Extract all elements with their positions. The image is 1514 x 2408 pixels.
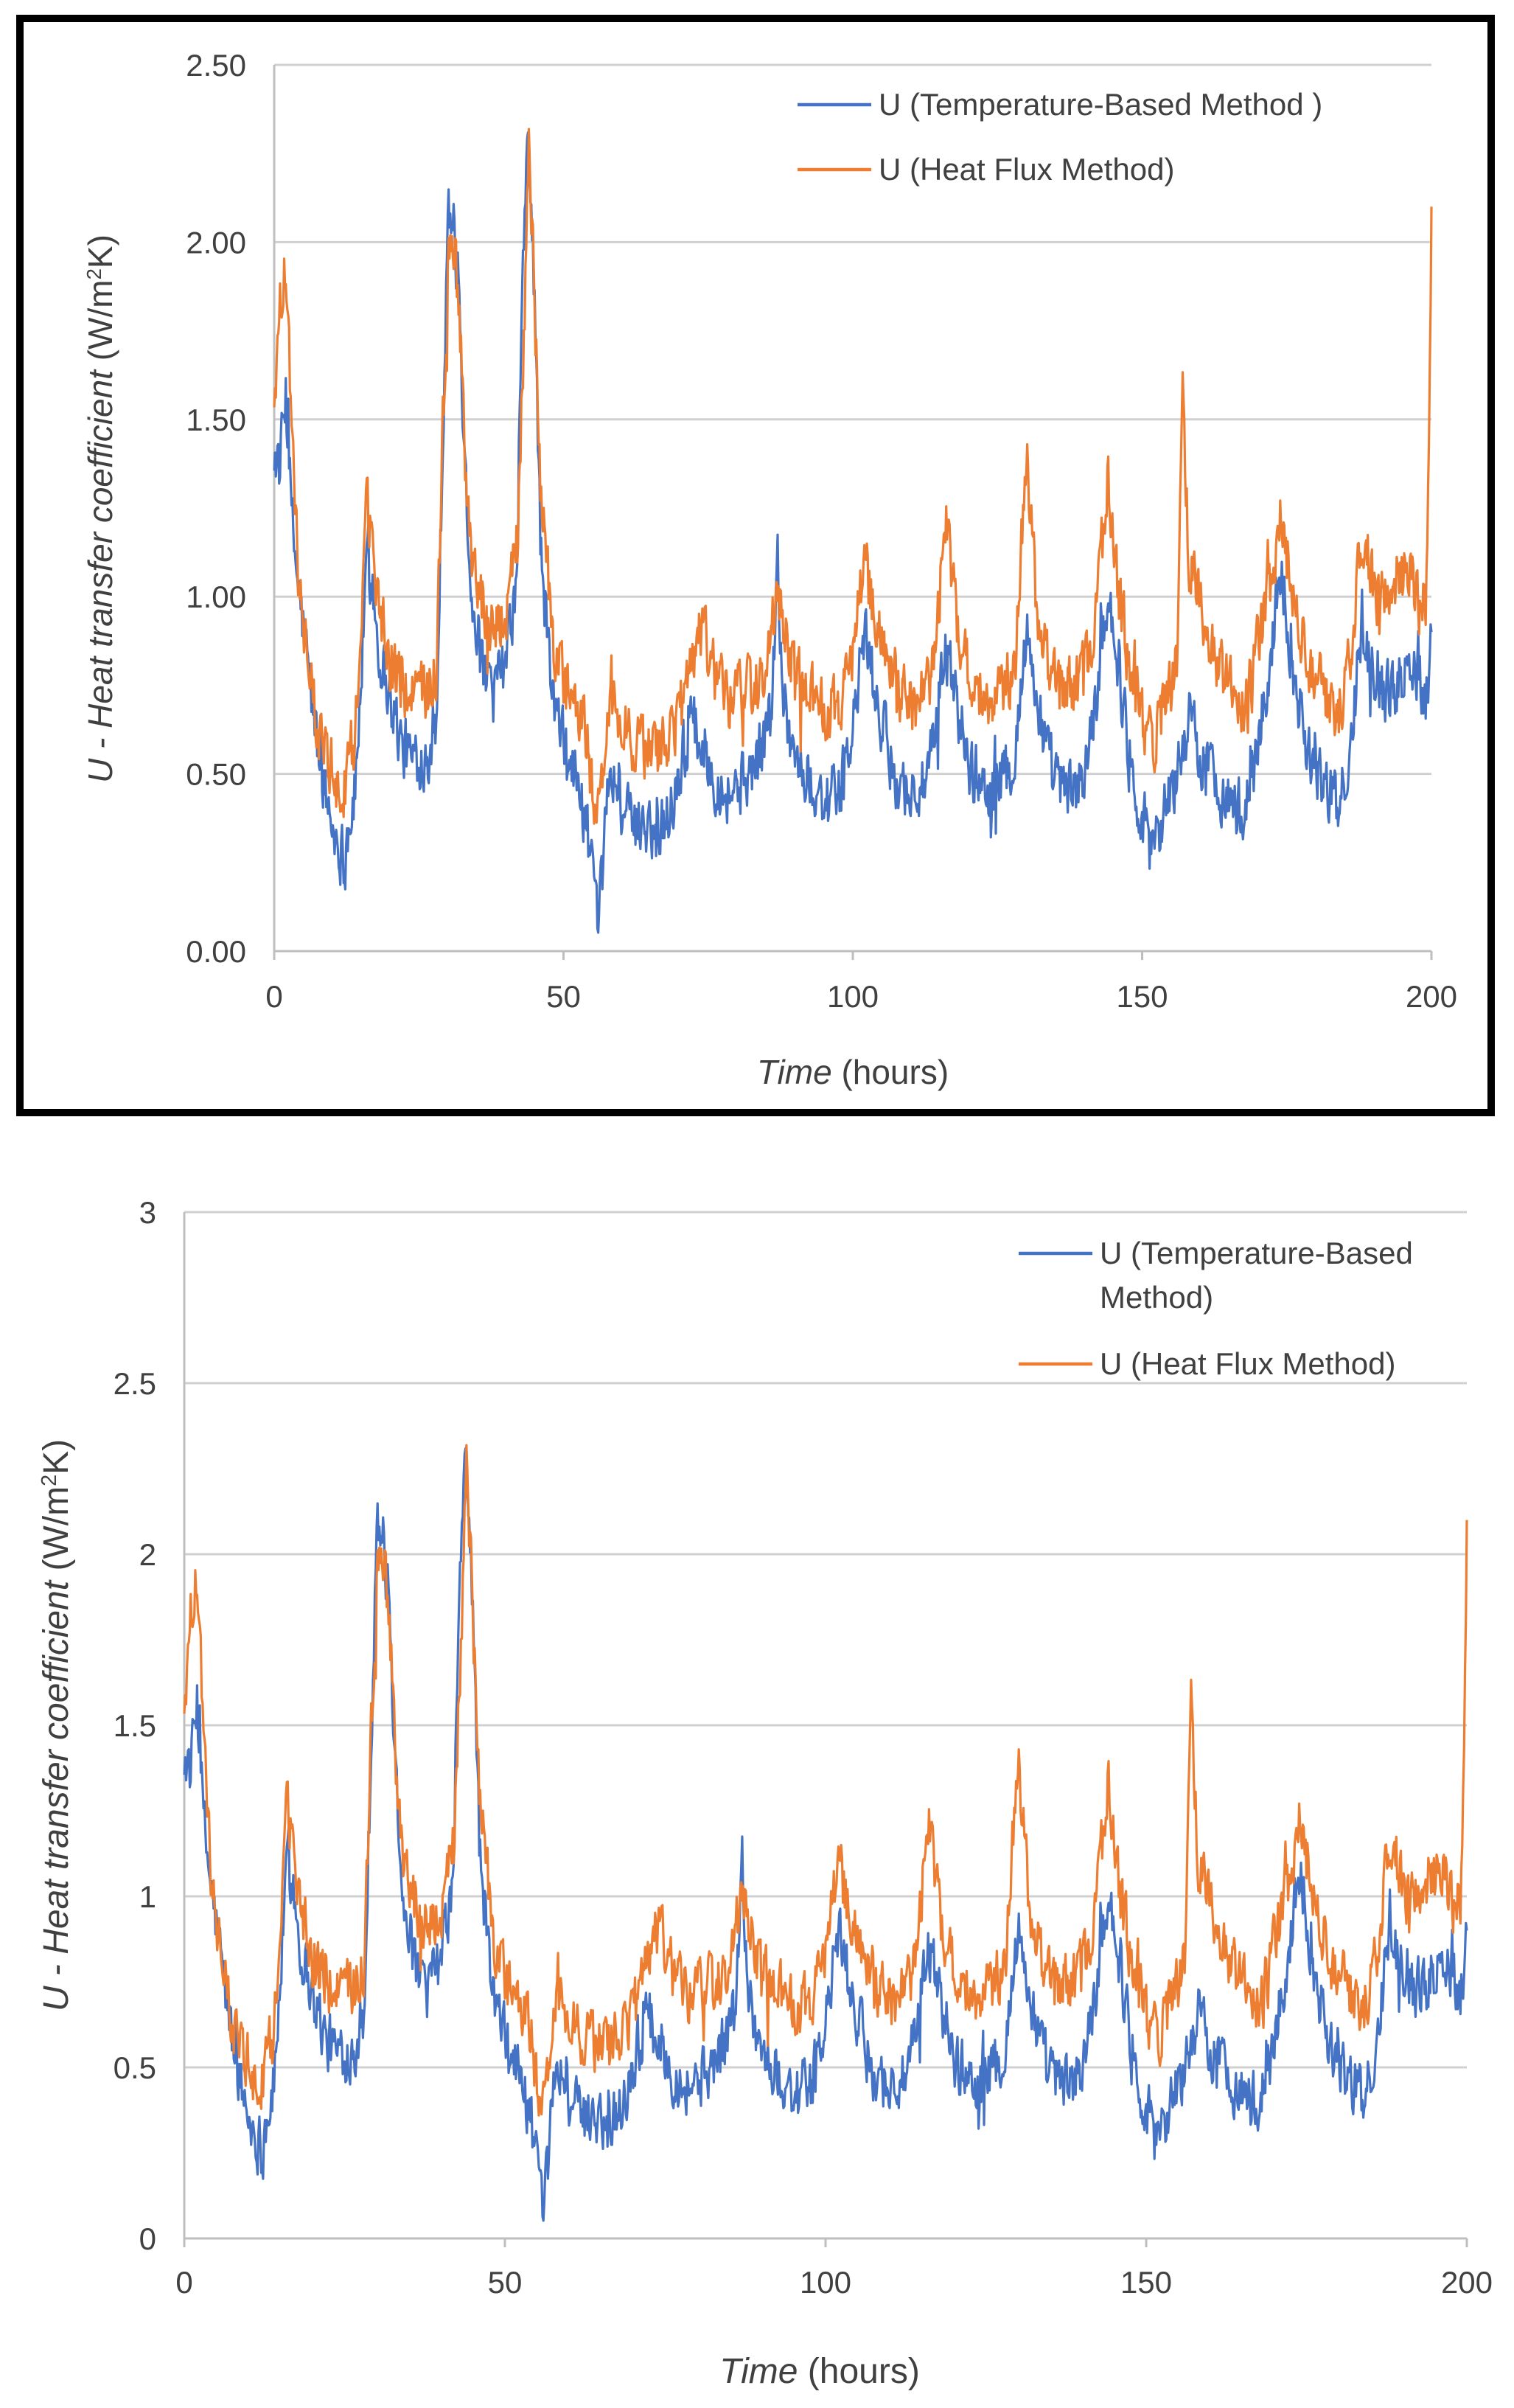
legend-temperature-based-label: U (Temperature-Based [1100, 1236, 1413, 1270]
series-line-heat-flux [273, 128, 1433, 825]
x-tick-label: 150 [1120, 2265, 1172, 2300]
y-tick-label: 1 [139, 1879, 156, 1914]
x-tick-label: 100 [827, 979, 879, 1014]
y-axis-label: U - Heat transfer coefficient (W/m2K) [37, 1439, 76, 2011]
chart-panel-top: 0.00 0.50 1.00 1.50 2.00 2.50 0 50 100 150 200 Time… [16, 15, 1495, 1116]
series-line-temperature-based [183, 1446, 1468, 2222]
y-tick-label: 3 [139, 1195, 156, 1230]
y-tick-label: 1.5 [114, 1708, 156, 1743]
x-tick-label: 50 [546, 979, 581, 1014]
legend-temperature-based-label-line2: Method) [1100, 1280, 1213, 1315]
legend-heat-flux-label: U (Heat Flux Method) [1100, 1346, 1395, 1381]
legend-temperature-based-label: U (Temperature-Based Method ) [879, 87, 1322, 122]
y-tick-label: 0.5 [114, 2050, 156, 2085]
y-tick-label: 0.00 [186, 934, 246, 969]
series-line-temperature-based [273, 130, 1433, 934]
y-tick-label: 0.50 [186, 757, 246, 792]
y-tick-label: 2 [139, 1537, 156, 1572]
x-tick-label: 0 [265, 979, 282, 1014]
series-line-heat-flux [183, 1444, 1468, 2117]
x-tick-label: 100 [800, 2265, 851, 2300]
y-tick-label: 2.00 [186, 225, 246, 260]
x-tick-label: 150 [1116, 979, 1168, 1014]
chart-panel-bottom: 0 0.5 1 1.5 2 2.5 3 0 50 100 150 200 Time (hours) U -… [0, 1150, 1514, 2408]
chart-top: 0.00 0.50 1.00 1.50 2.00 2.50 0 50 100 150 200 Time… [81, 48, 1457, 1091]
x-axis-label: Time (hours) [719, 2352, 920, 2391]
y-tick-label: 2.5 [114, 1366, 156, 1401]
x-tick-label: 0 [175, 2265, 192, 2300]
y-axis-label: U - Heat transfer coefficient (W/m2K) [81, 234, 119, 783]
x-tick-label: 200 [1441, 2265, 1493, 2300]
y-tick-label: 2.50 [186, 48, 246, 83]
x-axis-label: Time (hours) [757, 1053, 949, 1091]
y-tick-label: 1.00 [186, 580, 246, 614]
legend-heat-flux-label: U (Heat Flux Method) [879, 152, 1174, 187]
y-tick-label: 1.50 [186, 403, 246, 437]
chart-bottom: 0 0.5 1 1.5 2 2.5 3 0 50 100 150 200 Time (hours) U -… [37, 1195, 1493, 2391]
x-tick-label: 50 [488, 2265, 523, 2300]
x-tick-label: 200 [1406, 979, 1457, 1014]
y-tick-label: 0 [139, 2221, 156, 2256]
